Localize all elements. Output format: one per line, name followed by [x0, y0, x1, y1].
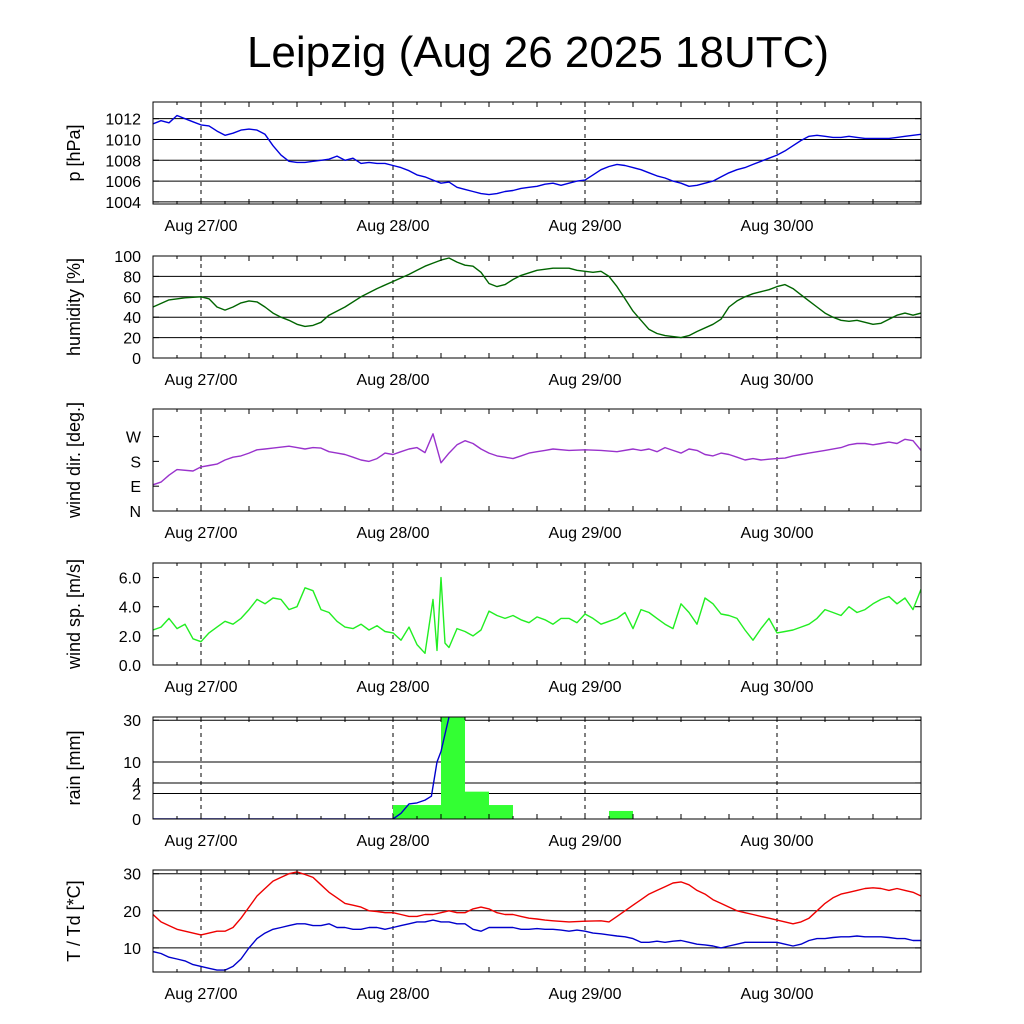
series-line-temperature [153, 871, 921, 936]
y-tick-label: W [126, 430, 142, 447]
y-tick-label: 0 [132, 351, 141, 368]
panel-frame [152, 562, 922, 666]
x-day-label: Aug 27/00 [165, 679, 238, 696]
x-day-label: Aug 30/00 [741, 218, 814, 235]
panel-5: 0 24 10 30 rain [mm] Aug 27/00 Aug 28/00 Aug 29… [64, 713, 922, 850]
panel-1: 1004 1006 1008 1010 1012 p [hPa] Aug 27/00 Aug … [64, 101, 922, 235]
y-axis-label: T / Td [*C] [64, 880, 84, 961]
y-tick-label: 30 [123, 713, 141, 730]
x-day-label: Aug 27/00 [165, 218, 238, 235]
x-day-label: Aug 28/00 [357, 679, 430, 696]
panel-frame [152, 408, 922, 512]
y-tick-label: S [130, 454, 141, 471]
y-axis-label: wind dir. [deg.] [64, 402, 84, 519]
y-tick-label: 20 [123, 904, 141, 921]
x-day-label: Aug 30/00 [741, 372, 814, 389]
x-day-label: Aug 29/00 [549, 372, 622, 389]
y-tick-label: 4.0 [119, 600, 141, 617]
y-tick-label: 40 [123, 310, 141, 327]
y-tick-label: 2 [132, 787, 141, 804]
panel-frame [152, 101, 922, 205]
x-day-label: Aug 30/00 [741, 679, 814, 696]
y-tick-label: 60 [123, 290, 141, 307]
x-day-label: Aug 30/00 [741, 986, 814, 1003]
y-axis-label: rain [mm] [64, 730, 84, 805]
x-day-label: Aug 28/00 [357, 218, 430, 235]
x-day-label: Aug 28/00 [357, 525, 430, 542]
series-line-dew-point [153, 919, 921, 971]
y-tick-label: 2.0 [119, 629, 141, 646]
y-tick-label: 1010 [105, 132, 141, 149]
series-line-wind-direction [153, 433, 921, 486]
x-day-label: Aug 30/00 [741, 525, 814, 542]
series-line-accumulated-rain [153, 717, 450, 819]
x-day-label: Aug 30/00 [741, 833, 814, 850]
chart-title: Leipzig (Aug 26 2025 18UTC) [247, 28, 829, 77]
y-tick-label: 20 [123, 331, 141, 348]
panel-4: 0.0 2.0 4.0 6.0 wind sp. [m/s] Aug 27/00 Aug 2… [64, 559, 922, 696]
panel-6: 10 20 30 T / Td [*C] Aug 27/00 Aug 28/00 Aug 2… [64, 867, 922, 1003]
y-axis-label: humidity [%] [64, 258, 84, 356]
x-day-label: Aug 27/00 [165, 525, 238, 542]
series-line-wind-speed [153, 576, 921, 654]
rain-bar [417, 805, 441, 819]
y-tick-label: 6.0 [119, 571, 141, 588]
y-axis-label: wind sp. [m/s] [64, 559, 84, 670]
series-line-humidity [153, 257, 921, 339]
x-day-label: Aug 28/00 [357, 372, 430, 389]
y-tick-label: 10 [123, 941, 141, 958]
y-tick-label: E [130, 479, 141, 496]
x-day-label: Aug 28/00 [357, 986, 430, 1003]
y-tick-label: 80 [123, 269, 141, 286]
panel-2: 0 20 40 60 80 100 humidity [%] Aug 27/00 Aug 28/… [64, 249, 922, 389]
x-day-label: Aug 27/00 [165, 372, 238, 389]
x-day-label: Aug 29/00 [549, 679, 622, 696]
y-tick-label: 100 [114, 249, 141, 266]
x-day-label: Aug 27/00 [165, 986, 238, 1003]
panel-frame [152, 255, 922, 359]
y-tick-label: 1004 [105, 195, 141, 212]
y-tick-label: 10 [123, 755, 141, 772]
x-day-label: Aug 28/00 [357, 833, 430, 850]
x-day-label: Aug 29/00 [549, 525, 622, 542]
series-line-pressure [153, 114, 921, 196]
x-day-label: Aug 27/00 [165, 833, 238, 850]
y-tick-label: 1012 [105, 112, 141, 129]
rain-bar [465, 791, 489, 819]
x-day-label: Aug 29/00 [549, 218, 622, 235]
rain-bar [441, 717, 465, 819]
y-tick-label: 1006 [105, 174, 141, 191]
panel-frame [152, 716, 922, 820]
rain-bar [609, 810, 633, 819]
y-axis-label: p [hPa] [64, 124, 84, 181]
y-tick-label: 0 [132, 812, 141, 829]
x-day-label: Aug 29/00 [549, 986, 622, 1003]
y-tick-label: 30 [123, 867, 141, 884]
x-day-label: Aug 29/00 [549, 833, 622, 850]
y-tick-label: 0.0 [119, 658, 141, 675]
y-tick-label: 4 [132, 776, 141, 793]
rain-bar [489, 805, 513, 819]
y-tick-label: N [129, 504, 141, 521]
y-tick-label: 1008 [105, 153, 141, 170]
